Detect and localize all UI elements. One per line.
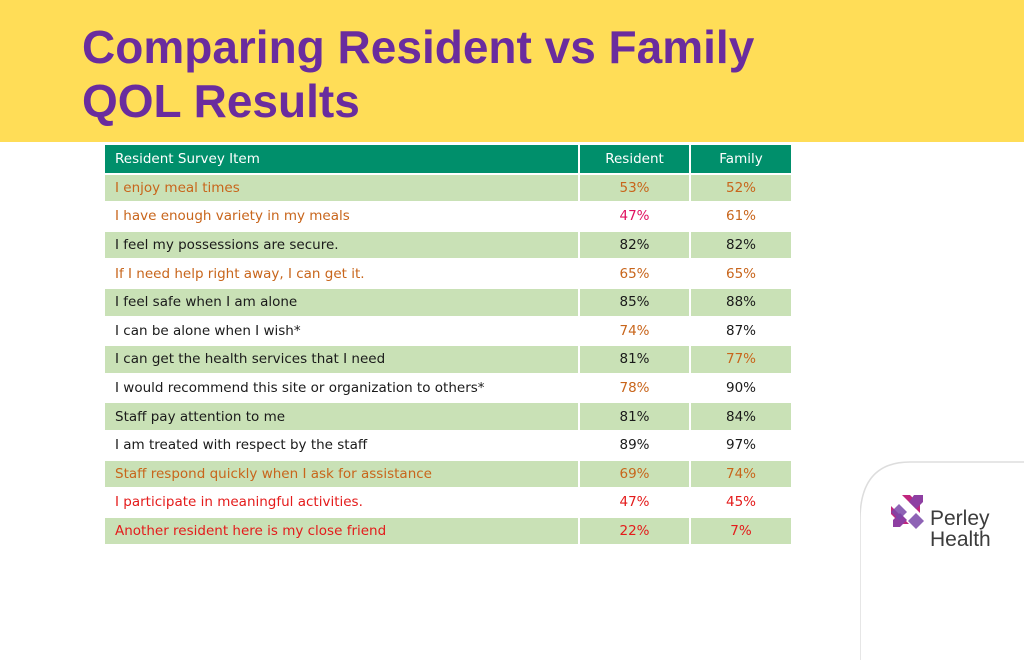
column-header-family: Family: [690, 145, 793, 175]
slide-title-line-2: QOL Results: [82, 75, 360, 127]
row-resident-cell: 22%: [579, 516, 691, 547]
table-row: If I need help right away, I can get it.…: [105, 259, 793, 289]
row-resident-cell: 47%: [579, 488, 691, 518]
row-family-cell: 82%: [690, 230, 793, 261]
row-family-cell: 45%: [690, 488, 793, 518]
row-family-cell: 52%: [690, 173, 793, 204]
corner-decoration: [860, 461, 1024, 660]
table-row: Staff pay attention to me 81% 84%: [105, 402, 793, 432]
row-resident-cell: 85%: [579, 287, 691, 318]
row-resident-cell: 89%: [579, 430, 691, 461]
slide-title: Comparing Resident vs Family QOL Results: [82, 20, 754, 128]
row-family-cell: 65%: [690, 259, 793, 289]
row-resident-cell: 81%: [579, 345, 691, 375]
row-family-cell: 74%: [690, 459, 793, 490]
row-resident-cell: 53%: [579, 173, 691, 204]
row-resident-cell: 65%: [579, 259, 691, 289]
row-resident-cell: 47%: [579, 202, 691, 232]
table-row: I participate in meaningful activities. 4…: [105, 488, 793, 518]
row-item-cell: I participate in meaningful activities.: [105, 488, 580, 518]
row-item-cell: I enjoy meal times: [105, 173, 580, 204]
row-item-cell: I feel safe when I am alone: [105, 287, 580, 318]
table-row: Staff respond quickly when I ask for ass…: [105, 459, 793, 490]
logo-wordmark: Perley Health: [930, 508, 991, 550]
table-row: I would recommend this site or organizat…: [105, 373, 793, 404]
row-family-cell: 61%: [690, 202, 793, 232]
row-resident-cell: 82%: [579, 230, 691, 261]
row-family-cell: 87%: [690, 316, 793, 347]
row-item-cell: Staff pay attention to me: [105, 402, 580, 432]
row-item-cell: I feel my possessions are secure.: [105, 230, 580, 261]
column-header-resident: Resident: [579, 145, 691, 175]
row-resident-cell: 81%: [579, 402, 691, 432]
table-row: I enjoy meal times 53% 52%: [105, 173, 793, 204]
table-row: I can be alone when I wish* 74% 87%: [105, 316, 793, 347]
row-resident-cell: 78%: [579, 373, 691, 404]
table-row: I am treated with respect by the staff 89…: [105, 430, 793, 461]
slide-title-line-1: Comparing Resident vs Family: [82, 21, 755, 73]
row-item-cell: I can get the health services that I nee…: [105, 345, 580, 375]
row-resident-cell: 69%: [579, 459, 691, 490]
row-family-cell: 90%: [690, 373, 793, 404]
row-family-cell: 84%: [690, 402, 793, 432]
table-row: Another resident here is my close friend…: [105, 516, 793, 547]
row-item-cell: Another resident here is my close friend: [105, 516, 580, 547]
row-item-cell: I would recommend this site or organizat…: [105, 373, 580, 404]
perley-health-logo: Perley Health: [890, 494, 1010, 554]
row-family-cell: 7%: [690, 516, 793, 547]
row-family-cell: 77%: [690, 345, 793, 375]
table-row: I have enough variety in my meals 47% 61%: [105, 202, 793, 232]
row-item-cell: I can be alone when I wish*: [105, 316, 580, 347]
perley-health-logo-mark-icon: [891, 495, 924, 529]
row-family-cell: 97%: [690, 430, 793, 461]
row-item-cell: I am treated with respect by the staff: [105, 430, 580, 461]
title-banner: Comparing Resident vs Family QOL Results: [0, 0, 1024, 142]
row-item-cell: I have enough variety in my meals: [105, 202, 580, 232]
logo-text-line-2: Health: [930, 528, 991, 551]
row-family-cell: 88%: [690, 287, 793, 318]
table-row: I can get the health services that I nee…: [105, 345, 793, 375]
table-body: I enjoy meal times 53% 52% I have enough va…: [105, 173, 793, 547]
row-item-cell: Staff respond quickly when I ask for ass…: [105, 459, 580, 490]
table-row: I feel safe when I am alone 85% 88%: [105, 287, 793, 318]
row-item-cell: If I need help right away, I can get it.: [105, 259, 580, 289]
row-resident-cell: 74%: [579, 316, 691, 347]
results-table: Resident Survey Item Resident Family I e…: [105, 145, 793, 547]
column-header-item: Resident Survey Item: [105, 145, 580, 175]
logo-text-line-1: Perley: [930, 507, 990, 530]
table-header-row: Resident Survey Item Resident Family: [105, 145, 793, 175]
table-row: I feel my possessions are secure. 82% 82%: [105, 230, 793, 261]
